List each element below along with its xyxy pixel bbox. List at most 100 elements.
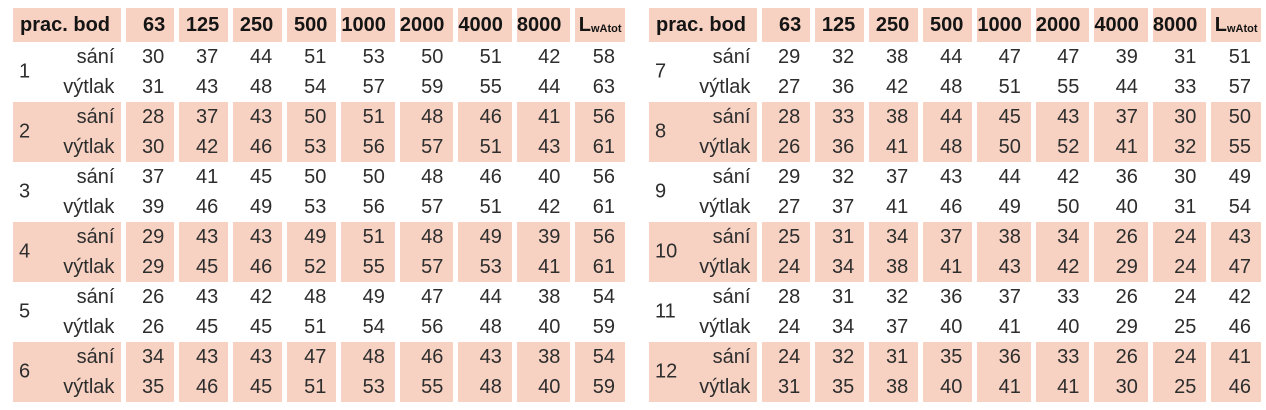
value-cell: 52: [287, 252, 337, 282]
value-cell: 34: [832, 315, 855, 338]
value-cell: 56: [341, 132, 395, 162]
value-cell: 55: [399, 372, 454, 402]
value-cell: 43: [458, 342, 512, 372]
value-cell: 55: [1211, 132, 1261, 162]
value-cell: 43: [1035, 102, 1090, 132]
working-point-number: 6: [19, 360, 31, 383]
value-cell: 29: [777, 45, 801, 68]
value-cell: 30: [126, 132, 175, 162]
column-header-frequency: 500: [287, 8, 337, 42]
value-cell: 48: [940, 75, 963, 98]
value-cell: 51: [458, 132, 512, 162]
value-cell: 32: [1152, 132, 1207, 162]
value-cell: 49: [998, 195, 1021, 218]
value-cell: 38: [538, 285, 561, 308]
value-cell: 54: [1228, 195, 1251, 218]
value-cell: 48: [421, 165, 444, 188]
value-cell: 57: [421, 195, 444, 218]
value-cell: 30: [1094, 372, 1148, 402]
working-point-number: 11: [655, 300, 676, 323]
value-cell: 38: [886, 45, 909, 68]
table-row: 27 37 41 46 49 50 40 31 54: [649, 192, 1261, 222]
value-cell: 42: [538, 195, 561, 218]
row-label: výtlak: [63, 256, 115, 278]
value-cell: 51: [341, 222, 395, 252]
table-row: 24 34 38 41 43 42 29 24 47: [649, 252, 1261, 282]
value-cell: 61: [575, 252, 625, 282]
value-cell: 42: [1035, 252, 1090, 282]
value-cell: 32: [815, 342, 865, 372]
value-cell: 45: [196, 315, 219, 338]
column-header-frequency: 500: [923, 8, 973, 42]
row-label: výtlak: [63, 136, 115, 158]
table-row: 31 35 38 40 41 41 30 25 46: [649, 372, 1261, 402]
column-header-frequency: 1000: [341, 8, 395, 42]
value-cell: 24: [1152, 222, 1207, 252]
row-label: výtlak: [63, 376, 115, 398]
value-cell: 29: [126, 252, 175, 282]
value-cell: 25: [1174, 315, 1197, 338]
value-cell: 55: [479, 75, 502, 98]
value-cell: 46: [458, 102, 512, 132]
value-cell: 49: [250, 195, 273, 218]
column-header-frequency: 125: [815, 8, 865, 42]
value-cell: 37: [886, 165, 909, 188]
table-row: 30 42 46 53 56 57 51 43 61: [13, 132, 625, 162]
value-cell: 43: [196, 75, 219, 98]
table-row: 10 sání výtlak 25 31 34 37 38 34 26 24 43: [649, 222, 1261, 282]
value-cell: 32: [832, 45, 855, 68]
value-cell: 37: [998, 285, 1021, 308]
value-cell: 48: [304, 285, 327, 308]
value-cell: 24: [1152, 252, 1207, 282]
column-header-frequency: 250: [233, 8, 283, 42]
value-cell: 55: [1057, 75, 1080, 98]
value-cell: 29: [1094, 252, 1148, 282]
value-cell: 30: [1152, 102, 1207, 132]
value-cell: 29: [777, 165, 801, 188]
value-cell: 40: [1115, 195, 1138, 218]
column-header-frequency: 8000: [516, 8, 571, 42]
value-cell: 51: [304, 315, 327, 338]
value-cell: 31: [815, 222, 865, 252]
row-labels: sání výtlak: [13, 342, 121, 402]
row-label: výtlak: [63, 76, 115, 98]
table-row: 2 sání výtlak 28 37 43 50 51 48 46 41 56: [13, 102, 625, 162]
value-cell: 39: [1115, 45, 1138, 68]
value-cell: 37: [832, 195, 855, 218]
working-point-number: 7: [655, 60, 667, 83]
value-cell: 35: [923, 342, 973, 372]
value-cell: 51: [998, 75, 1021, 98]
value-cell: 34: [815, 252, 865, 282]
value-cell: 57: [399, 252, 454, 282]
value-cell: 33: [1035, 342, 1090, 372]
value-cell: 59: [575, 372, 625, 402]
working-point-number: 3: [19, 180, 31, 203]
value-cell: 46: [399, 342, 454, 372]
row-labels: sání výtlak: [13, 162, 121, 222]
row-label: výtlak: [699, 316, 751, 338]
value-cell: 26: [141, 315, 165, 338]
value-cell: 55: [341, 252, 395, 282]
table-row: 3 sání výtlak 37 41 45 50 50 48 46 40 56: [13, 162, 625, 219]
column-header-frequency: 2000: [1035, 8, 1090, 42]
column-header-frequency: 8000: [1152, 8, 1207, 42]
row-labels: sání výtlak: [13, 42, 121, 102]
table-row: 9 sání výtlak 29 32 37 43 44 42 36 30 49: [649, 162, 1261, 219]
value-cell: 44: [250, 45, 273, 68]
value-cell: 50: [421, 45, 444, 68]
value-cell: 38: [869, 372, 919, 402]
value-cell: 51: [1228, 45, 1251, 68]
value-cell: 32: [886, 285, 909, 308]
value-cell: 40: [940, 315, 963, 338]
working-point-cell: 9 sání výtlak: [649, 162, 757, 222]
lwatot-symbol: L: [1214, 13, 1227, 36]
value-cell: 31: [1174, 45, 1197, 68]
value-cell: 56: [421, 315, 444, 338]
working-point-number: 5: [19, 300, 31, 323]
lwatot-subscript: wAtot: [1227, 22, 1258, 35]
value-cell: 49: [1228, 165, 1251, 188]
value-cell: 47: [287, 342, 337, 372]
working-point-cell: 5 sání výtlak: [13, 282, 121, 342]
row-labels: sání výtlak: [649, 342, 757, 402]
value-cell: 51: [341, 102, 395, 132]
